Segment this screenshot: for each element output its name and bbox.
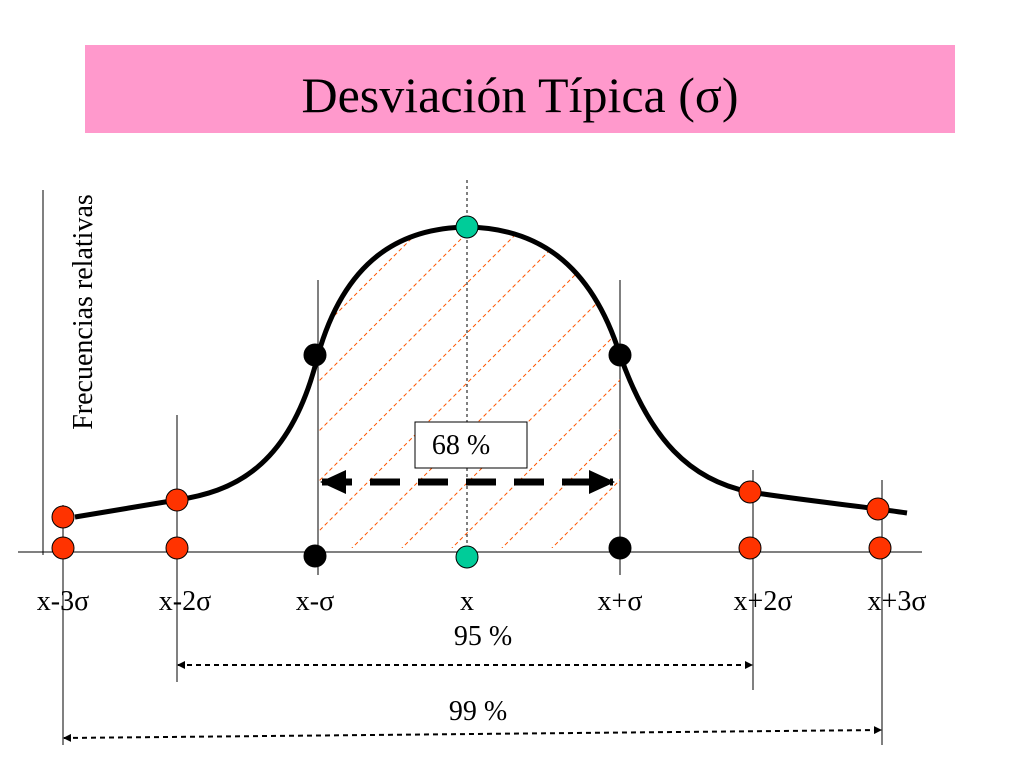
curve (74, 224, 908, 520)
x-label: x-3σ (37, 586, 89, 617)
x-label: x-2σ (159, 586, 211, 617)
middle-label: 95 % (454, 621, 512, 652)
x-label: x-σ (296, 586, 334, 617)
x-label: x (460, 586, 474, 617)
points (51, 215, 892, 569)
title-box (85, 45, 955, 133)
x-label: x+3σ (868, 586, 927, 617)
x-label: x+σ (598, 586, 643, 617)
inner-box (414, 421, 528, 469)
outer-arrow (63, 726, 882, 742)
y-axis-label: Frecuencias relativas (68, 194, 99, 430)
x-label: x+2σ (734, 586, 793, 617)
hatch (318, 227, 620, 548)
outer-label: 99 % (449, 696, 507, 727)
title: Desviación Típica (σ) (302, 67, 739, 123)
x-labels: x-3σ x-2σ x-σ x x+σ x+2σ x+3σ (37, 586, 927, 617)
inner-label: 68 % (432, 430, 490, 461)
